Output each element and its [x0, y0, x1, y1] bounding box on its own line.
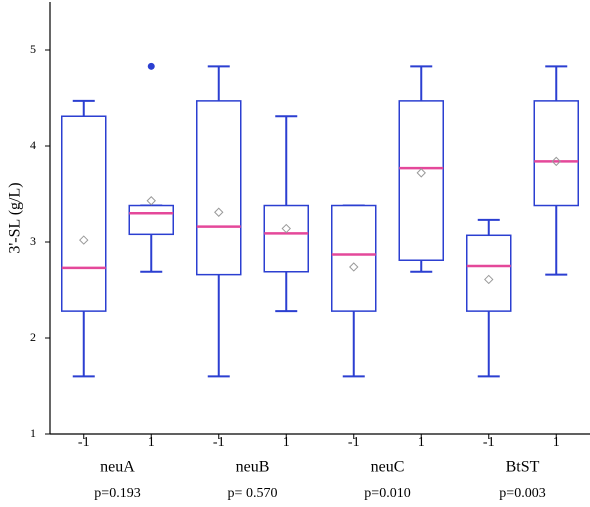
- y-tick-label: 5: [30, 42, 36, 56]
- x-tick-label: -1: [78, 435, 90, 450]
- x-tick-label: -1: [213, 435, 225, 450]
- mean: [281, 223, 291, 234]
- box: [263, 204, 309, 273]
- y-tick-label: 2: [30, 330, 36, 344]
- box: [196, 100, 242, 276]
- group-label: neuC: [371, 459, 405, 476]
- x-tick-label: 1: [553, 435, 560, 450]
- x-tick-label: 1: [283, 435, 290, 450]
- mean: [146, 196, 156, 206]
- mean: [551, 156, 561, 167]
- p-value: p=0.193: [94, 486, 140, 501]
- y-tick-label: 1: [30, 426, 36, 440]
- y-tick-label: 4: [30, 138, 36, 152]
- mean: [214, 207, 224, 217]
- box: [466, 234, 512, 312]
- mean: [349, 262, 359, 272]
- x-tick-label: -1: [348, 435, 360, 450]
- x-tick-label: 1: [418, 435, 425, 450]
- box: [331, 204, 377, 312]
- outlier: [147, 62, 155, 70]
- p-value: p=0.003: [499, 486, 545, 501]
- y-axis-label: 3'-SL (g/L): [7, 182, 24, 253]
- group-label: neuB: [236, 459, 270, 476]
- box: [128, 204, 174, 236]
- box: [61, 115, 107, 312]
- mean: [416, 168, 426, 178]
- box: [398, 100, 444, 261]
- mean: [484, 274, 494, 285]
- mean: [79, 235, 89, 245]
- p-value: p=0.010: [364, 486, 410, 501]
- group-label: neuA: [100, 459, 135, 476]
- x-tick-label: -1: [483, 435, 495, 450]
- group-label: BtST: [506, 459, 540, 476]
- x-tick-label: 1: [148, 435, 155, 450]
- y-tick-label: 3: [30, 234, 36, 248]
- box: [533, 100, 579, 207]
- p-value: p= 0.570: [228, 486, 278, 501]
